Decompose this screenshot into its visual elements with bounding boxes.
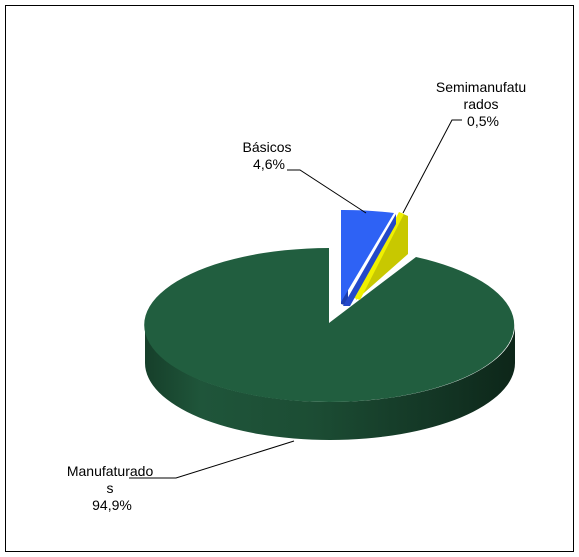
label-manufaturados: Manufaturado s 94,9% [67,463,157,513]
slice-basicos [341,209,396,306]
slice-manufaturados-top [144,248,515,402]
slice-manufaturados-side [145,325,515,440]
label-basicos: Básicos 4,6% [243,139,296,172]
slice-basicos-face [343,214,396,306]
leader-line-manufaturados [129,440,295,479]
slice-manufaturados [144,248,515,440]
leader-line-basicos [287,169,367,214]
slice-semimanufaturados-top [354,212,404,300]
leader-line-semimanufaturados [402,119,462,214]
label-semimanufaturados: Semimanufatu rados 0,5% [436,79,530,129]
slice-basicos-top [341,209,394,302]
